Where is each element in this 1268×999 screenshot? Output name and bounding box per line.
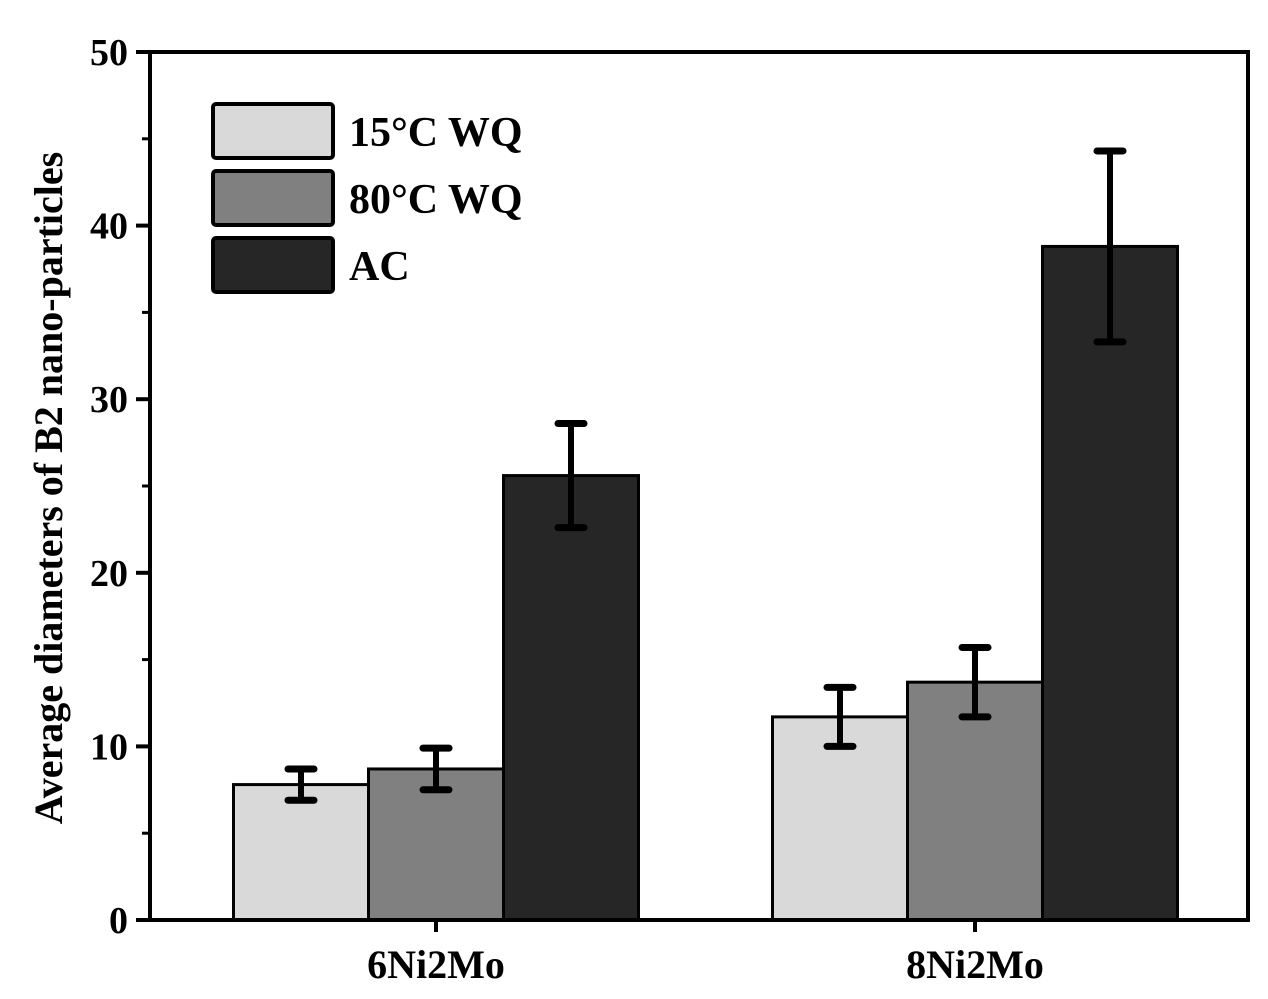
bar-8Ni2Mo-15-C-WQ xyxy=(771,715,909,922)
y-tick-label: 50 xyxy=(90,32,128,74)
legend-label-15-C-WQ: 15°C WQ xyxy=(349,110,523,156)
bars-group xyxy=(232,244,1179,922)
legend-label-AC: AC xyxy=(349,244,410,290)
error-bars-group xyxy=(284,147,1127,804)
legend-label-80-C-WQ: 80°C WQ xyxy=(349,177,523,223)
x-tick-label-8Ni2Mo: 8Ni2Mo xyxy=(906,942,1044,987)
y-ticks-group: 0 10 20 30 40 50 xyxy=(90,32,150,942)
y-tick-label: 30 xyxy=(90,379,128,421)
bar-8Ni2Mo-AC xyxy=(1041,244,1179,922)
legend: 15°C WQ 80°C WQ AC xyxy=(211,102,523,294)
x-tick-label-6Ni2Mo: 6Ni2Mo xyxy=(367,942,505,987)
legend-swatch-80-C-WQ xyxy=(211,169,335,227)
y-axis-label: Average diameters of B2 nano-particles xyxy=(26,152,71,824)
legend-swatch-AC xyxy=(211,236,335,294)
y-tick-label: 0 xyxy=(109,900,128,942)
bar-6Ni2Mo-80-C-WQ xyxy=(367,767,505,922)
x-category-labels: 6Ni2Mo 8Ni2Mo xyxy=(367,942,1044,987)
legend-swatch-15-C-WQ xyxy=(211,102,335,160)
y-tick-label: 40 xyxy=(90,206,128,248)
bar-6Ni2Mo-AC xyxy=(502,474,640,922)
y-tick-label: 10 xyxy=(90,726,128,768)
y-tick-label: 20 xyxy=(90,553,128,595)
bar-6Ni2Mo-15-C-WQ xyxy=(232,783,370,922)
